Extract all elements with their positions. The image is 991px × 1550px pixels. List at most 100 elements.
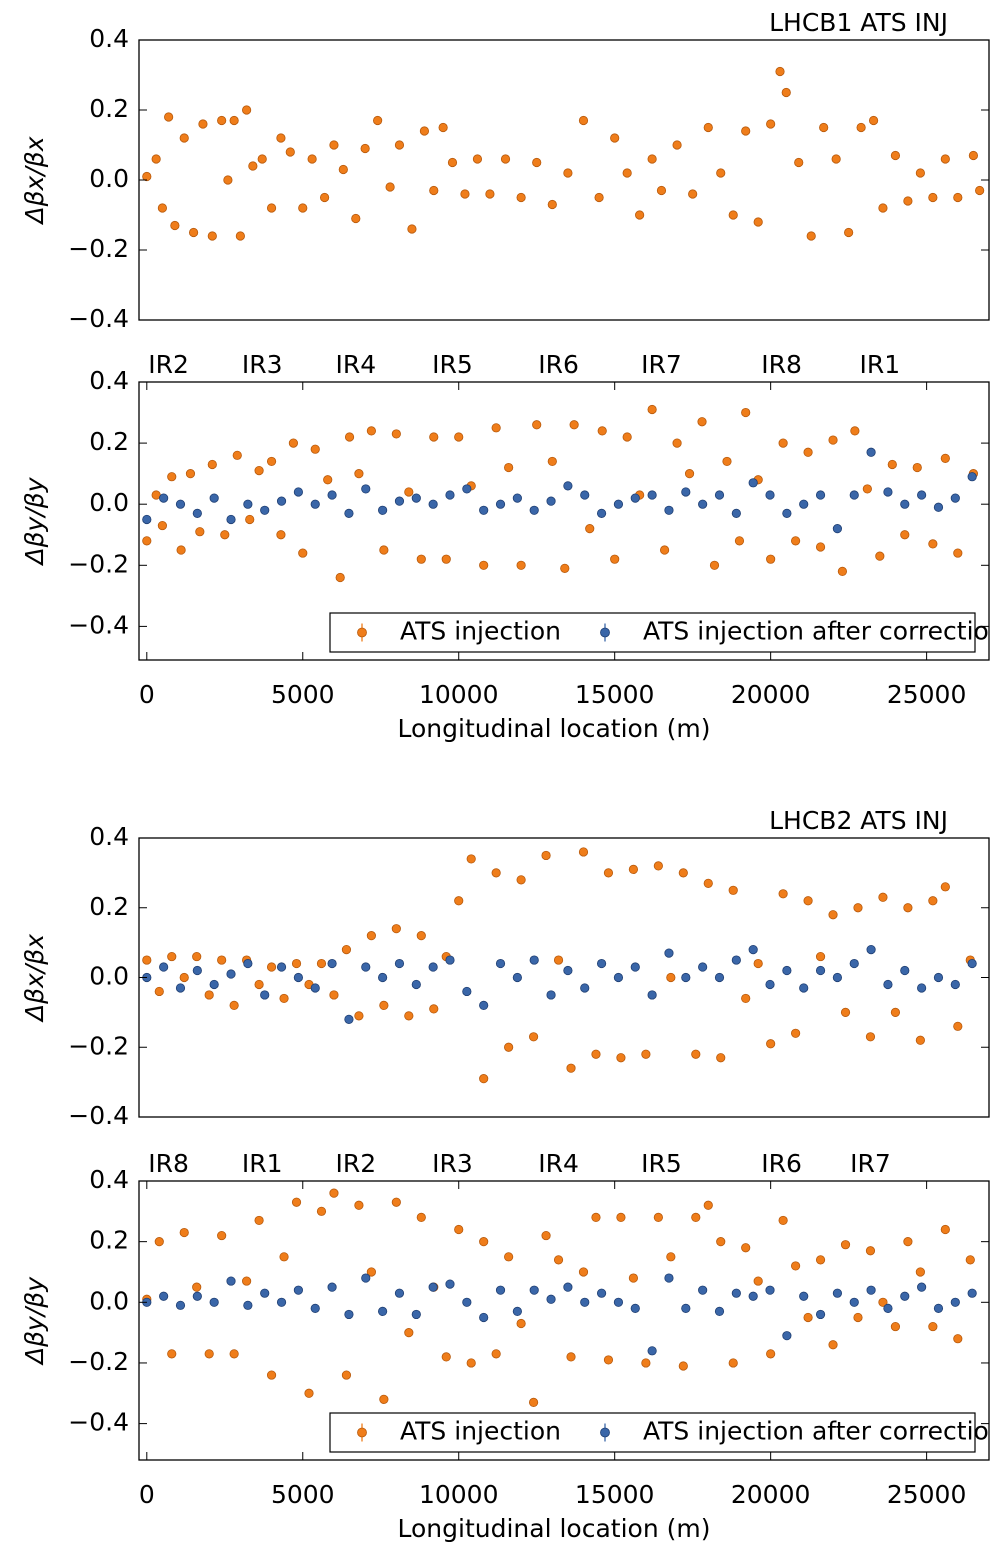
point <box>185 469 196 479</box>
x-tick-label: 15000 <box>575 680 655 709</box>
point <box>890 150 901 161</box>
series <box>142 447 977 534</box>
point <box>293 487 303 497</box>
point <box>681 487 691 497</box>
point <box>853 1312 863 1323</box>
point <box>596 1288 607 1298</box>
y-tick-label: 0.2 <box>89 1226 129 1255</box>
point <box>528 1397 539 1407</box>
point <box>865 1032 876 1042</box>
y-tick-label: −0.2 <box>68 1031 129 1060</box>
point <box>630 493 640 503</box>
point <box>585 524 595 534</box>
point <box>681 972 691 983</box>
point <box>741 126 751 136</box>
point <box>329 140 339 150</box>
point <box>815 1309 826 1320</box>
point <box>912 462 922 473</box>
region-label: IR8 <box>148 1149 189 1178</box>
point <box>728 885 738 895</box>
point <box>741 407 751 418</box>
point <box>656 185 667 196</box>
point <box>734 536 745 546</box>
point <box>815 1255 826 1265</box>
point <box>878 892 888 902</box>
point <box>903 903 913 913</box>
y-tick-label: −0.2 <box>68 1347 129 1376</box>
point <box>175 1300 186 1310</box>
legend-box <box>329 1412 976 1453</box>
point <box>411 1309 421 1320</box>
point <box>610 133 620 143</box>
point <box>354 1011 364 1021</box>
point <box>803 447 813 457</box>
point <box>179 1227 189 1238</box>
point <box>628 864 639 874</box>
point <box>354 1200 364 1210</box>
point <box>647 990 657 1000</box>
point <box>782 1331 792 1341</box>
point <box>394 496 405 506</box>
series <box>142 944 977 1024</box>
point <box>748 944 758 955</box>
point <box>748 1291 758 1301</box>
point <box>883 487 893 497</box>
y-tick-label: 0.4 <box>89 366 129 395</box>
region-label: IR7 <box>850 1149 891 1178</box>
point <box>175 499 186 509</box>
point <box>327 490 337 500</box>
point <box>310 444 320 454</box>
point <box>512 493 522 503</box>
point <box>622 432 632 442</box>
point <box>188 227 199 238</box>
point <box>900 965 910 976</box>
point <box>532 157 542 168</box>
point <box>391 924 401 934</box>
point <box>659 545 670 555</box>
point <box>547 199 557 210</box>
point <box>591 1212 601 1222</box>
point <box>703 878 713 888</box>
point <box>142 536 152 546</box>
point <box>319 192 330 203</box>
point <box>491 868 501 878</box>
point <box>159 1291 169 1301</box>
point <box>703 122 713 133</box>
point <box>379 1394 389 1404</box>
point <box>394 140 405 150</box>
legend-label: ATS injection after corrections <box>643 1417 991 1446</box>
point <box>766 1039 776 1049</box>
point <box>965 1255 975 1265</box>
point <box>628 1273 639 1283</box>
point <box>741 993 751 1004</box>
point <box>391 1197 401 1207</box>
point <box>223 175 233 185</box>
point <box>407 224 417 234</box>
y-tick-label: 0.0 <box>89 488 129 517</box>
point <box>967 958 977 969</box>
point <box>460 189 470 199</box>
point <box>819 122 829 133</box>
y-axis-label: Δβx/βx <box>20 136 49 225</box>
point <box>698 1285 708 1295</box>
point <box>766 1349 776 1359</box>
point <box>862 484 872 494</box>
point <box>175 983 186 993</box>
point <box>248 161 258 171</box>
legend-label: ATS injection <box>400 1417 561 1446</box>
point <box>799 1291 809 1301</box>
point <box>167 1349 177 1359</box>
point <box>569 420 579 430</box>
point <box>622 168 632 178</box>
y-tick-label: −0.2 <box>68 234 129 263</box>
point <box>243 958 253 969</box>
point <box>293 1285 303 1295</box>
point <box>563 481 573 491</box>
point <box>329 1188 339 1198</box>
point <box>229 1000 239 1011</box>
y-axis-label: Δβy/βy <box>20 476 49 566</box>
point <box>840 1240 851 1250</box>
point <box>849 958 859 969</box>
point <box>192 1291 202 1301</box>
x-axis-label: Longitudinal location (m) <box>398 714 711 743</box>
